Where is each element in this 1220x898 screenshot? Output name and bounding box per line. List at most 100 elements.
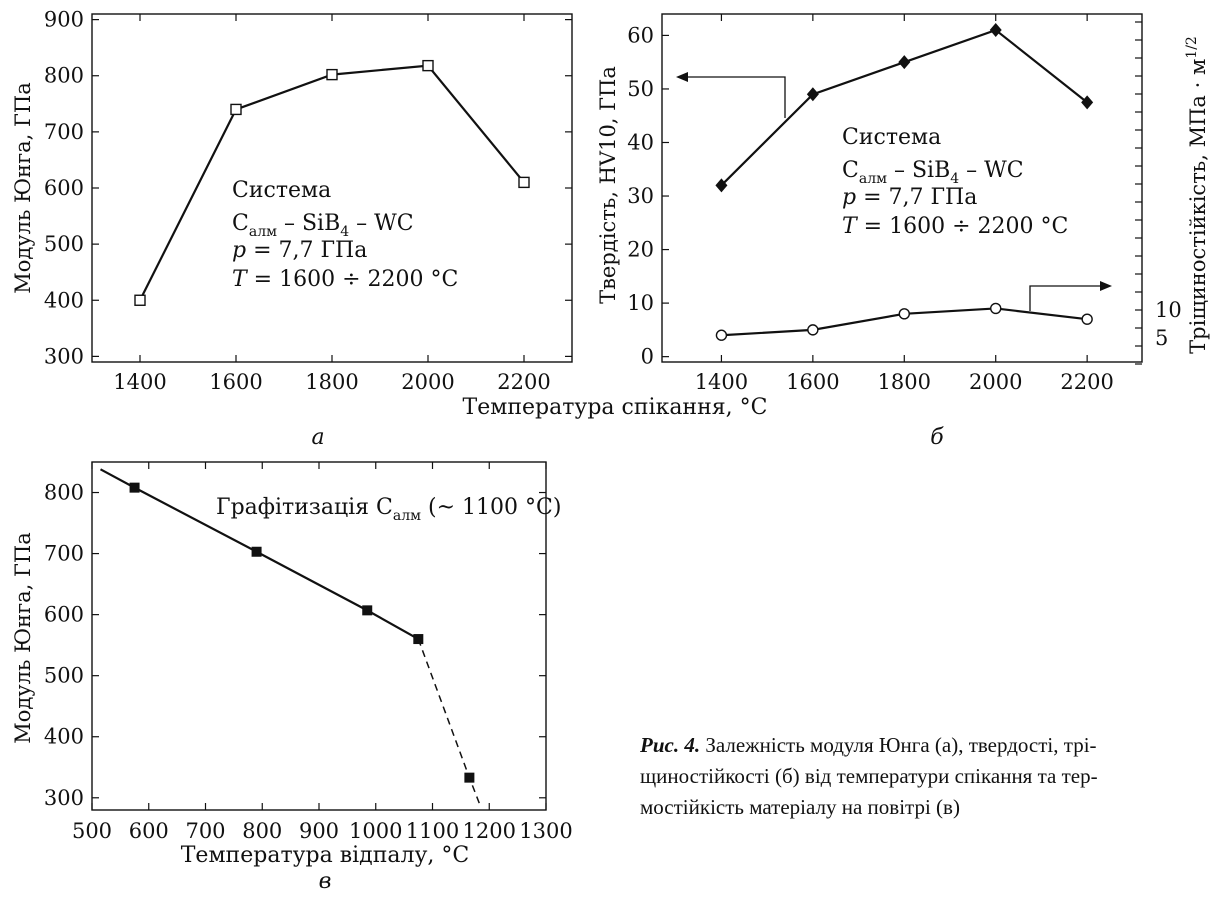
- panel-b-right-axis-label-text: Тріщиностійкість, МПа · м: [1186, 59, 1210, 354]
- panel-b-point-2: [807, 324, 819, 336]
- panel-c-y-tick-label: 700: [44, 542, 84, 566]
- panel-c-x-tick-label: 1300: [519, 819, 572, 843]
- panel-b-x-tick-label: 1600: [786, 370, 839, 394]
- panel-c-x-tick-label: 600: [129, 819, 169, 843]
- panel-b-point-2: [715, 329, 728, 341]
- panel-c-x-tick-label: 1000: [349, 819, 402, 843]
- panel-b-point-1: [715, 178, 728, 193]
- panel-b-label: б: [930, 425, 944, 450]
- panel-b-point-2: [990, 302, 1002, 315]
- panel-b-point-1: [898, 55, 911, 70]
- panel-a-y-tick-label: 500: [44, 232, 84, 256]
- panel-b-point-1: [1081, 95, 1094, 110]
- panel-c-y-axis-label-text: Модуль Юнга, ГПа: [11, 532, 35, 744]
- panel-a-point: [230, 103, 242, 116]
- panel-b-y-tick-label: 50: [627, 77, 654, 101]
- panel-c-y-tick-label: 500: [44, 664, 84, 688]
- panel-b-right-arrow-line: [1029, 285, 1104, 311]
- shared-x-axis-label: Температура спікання, °C: [463, 395, 768, 420]
- panel-b-annotation-t-rest: = 1600 ÷ 2200 °C: [857, 214, 1069, 239]
- panel-b-annotation-pressure: p = 7,7 ГПа: [842, 185, 977, 210]
- panel-a-series-line: [139, 64, 525, 301]
- panel-b-y-tick-label: 30: [627, 184, 654, 208]
- panel-a-y-axis-label: Модуль Юнга, ГПа: [11, 82, 35, 294]
- panel-c-y-tick-label: 600: [44, 603, 84, 627]
- panel-b-annotation-temperature: T = 1600 ÷ 2200 °C: [842, 214, 1068, 239]
- panel-a-plot-frame: [91, 13, 573, 363]
- panel-a-point: [326, 68, 338, 81]
- panel-a-annotation-b-sub: 4: [340, 224, 349, 240]
- panel-b-x-tick-label: 1400: [695, 370, 748, 394]
- panel-a-annotation-sib: – SiB: [277, 211, 340, 236]
- panel-b-annotation-c-sub: алм: [859, 171, 887, 187]
- panel-b-point-2: [898, 308, 910, 320]
- panel-b-y-axis-label-text: Твердість, HV10, ГПа: [596, 66, 620, 304]
- panel-b-annotation-c: C: [842, 158, 859, 183]
- panel-b-point-1: [806, 87, 819, 102]
- panel-a-y-tick-label: 800: [44, 64, 84, 88]
- panel-c-x-tick-label: 500: [72, 819, 112, 843]
- panel-c-y-tick-label: 300: [44, 786, 84, 810]
- panel-a-y-tick-label: 900: [44, 8, 84, 32]
- panel-c-x-tick-label: 700: [185, 819, 225, 843]
- panel-c-annotation: Графітизація Cалм (~ 1100 °C): [216, 495, 561, 524]
- panel-c-point: [413, 634, 424, 645]
- panel-b-x-tick-label: 2000: [969, 370, 1022, 394]
- panel-a-x-tick-label: 1800: [305, 370, 358, 394]
- panel-c-y-tick-label: 800: [44, 481, 84, 505]
- panel-a-annotation-t-rest: = 1600 ÷ 2200 °C: [247, 267, 459, 292]
- panel-b-x-tick-label: 2200: [1060, 370, 1113, 394]
- panel-c-annotation-pre: Графітизація C: [216, 495, 393, 520]
- panel-b-annotation-system: Cалм – SiB4 – WC: [842, 158, 1024, 187]
- panel-b-right-axis-label-sup: 1/2: [1184, 36, 1200, 59]
- panel-a-point: [422, 59, 434, 72]
- panel-b-y-tick-label: 60: [627, 23, 654, 47]
- panel-b-annotation-sib: – SiB: [887, 158, 950, 183]
- panel-c-x-axis-label: Температура відпалу, °C: [181, 843, 469, 868]
- panel-b-y-tick-label: 40: [627, 130, 654, 154]
- caption-line-3: мостійкість матеріалу на повітрі (в): [640, 795, 960, 819]
- panel-c-annotation-sub: алм: [393, 508, 421, 524]
- caption-label: Рис. 4.: [640, 733, 701, 757]
- panel-a-annotation-wc: – WC: [349, 211, 413, 236]
- panel-c-point: [129, 482, 140, 493]
- panel-a-annotation-temperature: T = 1600 ÷ 2200 °C: [232, 267, 458, 292]
- panel-b-y-tick-label: 20: [627, 238, 654, 262]
- panel-b-plot-frame: [661, 13, 1143, 363]
- panel-c-y-axis-label: Модуль Юнга, ГПа: [11, 532, 35, 744]
- panel-a-annotation-p-rest: = 7,7 ГПа: [246, 238, 367, 263]
- panel-b-annotation-title: Система: [842, 125, 941, 150]
- panel-a-y-axis-label-text: Модуль Юнга, ГПа: [11, 82, 35, 294]
- panel-b-y-axis-label: Твердість, HV10, ГПа: [596, 66, 620, 304]
- panel-b-point-1: [989, 23, 1002, 38]
- panel-b-annotation-t-sym: T: [842, 214, 859, 239]
- panel-a-point: [518, 176, 530, 189]
- panel-a-x-tick-label: 1600: [209, 370, 262, 394]
- panel-a-annotation-pressure: p = 7,7 ГПа: [232, 238, 367, 263]
- panel-b-y-tick-label: 0: [641, 345, 654, 369]
- panel-a-y-tick-label: 600: [44, 176, 84, 200]
- panel-b-right-tick-label: 5: [1155, 326, 1168, 350]
- panel-b-left-arrow-head: [676, 72, 688, 82]
- panel-b-annotation-wc: – WC: [959, 158, 1023, 183]
- panel-c-x-tick-label: 1100: [406, 819, 459, 843]
- panel-c-point: [251, 546, 262, 557]
- panel-b-annotation-p-rest: = 7,7 ГПа: [856, 185, 977, 210]
- panel-b-annotation-p-sym: p: [842, 185, 856, 210]
- panel-a-annotation-system: Cалм – SiB4 – WC: [232, 211, 414, 240]
- panel-a-x-tick-label: 1400: [113, 370, 166, 394]
- panel-a-y-tick-label: 300: [44, 344, 84, 368]
- panel-a-y-tick-label: 700: [44, 120, 84, 144]
- panel-b-annotation-b-sub: 4: [950, 171, 959, 187]
- panel-a-annotation-p-sym: p: [232, 238, 246, 263]
- panel-b-y-tick-label: 10: [627, 291, 654, 315]
- figure-caption: Рис. 4. Залежність модуля Юнга (а), твер…: [640, 730, 1210, 823]
- panel-a-x-tick-label: 2200: [497, 370, 550, 394]
- panel-b-left-arrow-line: [682, 76, 786, 118]
- panel-c-point: [464, 772, 475, 783]
- panel-a-annotation-c-sub: алм: [249, 224, 277, 240]
- panel-c-x-tick-label: 1200: [463, 819, 516, 843]
- panel-a-x-tick-label: 2000: [401, 370, 454, 394]
- panel-c-x-tick-label: 800: [242, 819, 282, 843]
